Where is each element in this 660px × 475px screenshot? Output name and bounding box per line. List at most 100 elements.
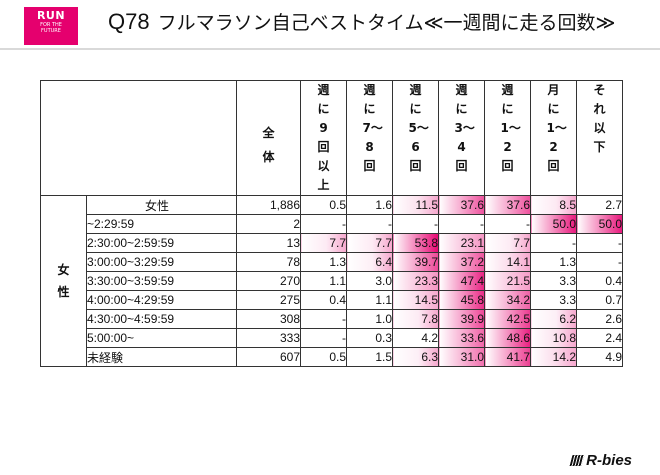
row-label: 4:30:00~4:59:59 xyxy=(86,309,237,329)
row-total-count: 2 xyxy=(236,214,301,234)
percent-cell: - xyxy=(392,214,439,234)
percent-cell: 0.7 xyxy=(576,290,623,310)
table-row: 未経験 607 0.5 1.5 6.3 31.0 41.7 14.2 4.9 xyxy=(41,347,623,367)
percent-cell: 1.3 xyxy=(530,252,577,272)
row-label: ~2:29:59 xyxy=(86,214,237,234)
question-title: フルマラソン自己ベストタイム≪一週間に走る回数≫ xyxy=(157,12,616,34)
percent-cell: 6.2 xyxy=(530,309,577,329)
row-total-count: 607 xyxy=(236,347,301,367)
table-row: 3:30:00~3:59:59 270 1.1 3.0 23.3 47.4 21.5 3.3 0… xyxy=(41,271,623,291)
percent-cell: 31.0 xyxy=(438,347,485,367)
table-row: 5:00:00~ 333-0.3 4.2 33.6 48.6 10.8 2.4 xyxy=(41,328,623,348)
column-header-total: 全体 xyxy=(236,80,301,196)
percent-cell: 2.4 xyxy=(576,328,623,348)
logo-line-2: FOR THE xyxy=(40,22,62,28)
percent-cell: 42.5 xyxy=(484,309,531,329)
percent-cell: 50.0 xyxy=(576,214,623,234)
percent-cell: 39.9 xyxy=(438,309,485,329)
percent-cell: 45.8 xyxy=(438,290,485,310)
percent-cell: - xyxy=(300,309,347,329)
row-label: 女性 xyxy=(86,195,237,215)
header-divider xyxy=(0,48,660,50)
percent-cell: 7.8 xyxy=(392,309,439,329)
percent-cell: 23.3 xyxy=(392,271,439,291)
column-header-1-2-month: 月に1〜2回 xyxy=(530,80,577,196)
row-total-count: 78 xyxy=(236,252,301,272)
percent-cell: 2.6 xyxy=(576,309,623,329)
percent-cell: - xyxy=(438,214,485,234)
row-total-count: 1,886 xyxy=(236,195,301,215)
percent-cell: 6.3 xyxy=(392,347,439,367)
percent-cell: 37.6 xyxy=(484,195,531,215)
column-header-row: 全体 週に9回以上 週に7〜8回 週に5〜6回 週に3〜4回 週に1〜2回 月に… xyxy=(40,80,623,196)
percent-cell: - xyxy=(346,214,393,234)
percent-cell: 21.5 xyxy=(484,271,531,291)
percent-cell: - xyxy=(300,328,347,348)
row-label: 3:30:00~3:59:59 xyxy=(86,271,237,291)
percent-cell: 53.8 xyxy=(392,233,439,253)
r-bies-logo: R-bies xyxy=(569,452,632,469)
percent-cell: 4.9 xyxy=(576,347,623,367)
percent-cell: 34.2 xyxy=(484,290,531,310)
percent-cell: 1.0 xyxy=(346,309,393,329)
column-header-3-4-week: 週に3〜4回 xyxy=(438,80,485,196)
row-total-count: 308 xyxy=(236,309,301,329)
header-blank-cell xyxy=(40,80,237,196)
page-title: Q78 フルマラソン自己ベストタイム≪一週間に走る回数≫ xyxy=(108,8,615,35)
percent-cell: 3.0 xyxy=(346,271,393,291)
row-total-count: 270 xyxy=(236,271,301,291)
table-row: 4:30:00~4:59:59 308-1.0 7.8 39.9 42.5 6.2 2.6 xyxy=(41,309,623,329)
percent-cell: 0.4 xyxy=(576,271,623,291)
percent-cell: 1.6 xyxy=(346,195,393,215)
question-number: Q78 xyxy=(108,9,150,34)
percent-cell: 1.5 xyxy=(346,347,393,367)
percent-cell: 0.3 xyxy=(346,328,393,348)
percent-cell: 7.7 xyxy=(346,233,393,253)
percent-cell: 0.5 xyxy=(300,195,347,215)
percent-cell: 23.1 xyxy=(438,233,485,253)
percent-cell: 50.0 xyxy=(530,214,577,234)
percent-cell: 0.5 xyxy=(300,347,347,367)
results-table: 全体 週に9回以上 週に7〜8回 週に5〜6回 週に3〜4回 週に1〜2回 月に… xyxy=(40,80,623,367)
table-row: 2:30:00~2:59:59 13 7.7 7.7 53.8 23.1 7.7- - xyxy=(41,233,623,253)
run-for-the-future-logo: RUN FOR THE FUTURE xyxy=(24,7,78,45)
r-bies-bars-icon xyxy=(569,455,585,466)
row-label: 2:30:00~2:59:59 xyxy=(86,233,237,253)
column-header-5-6-week: 週に5〜6回 xyxy=(392,80,439,196)
percent-cell: 3.3 xyxy=(530,290,577,310)
percent-cell: 1.3 xyxy=(300,252,347,272)
percent-cell: 3.3 xyxy=(530,271,577,291)
percent-cell: 41.7 xyxy=(484,347,531,367)
logo-line-3: FUTURE xyxy=(41,28,61,34)
row-total-count: 333 xyxy=(236,328,301,348)
percent-cell: 6.4 xyxy=(346,252,393,272)
column-header-less: それ以下 xyxy=(576,80,623,196)
percent-cell: 14.1 xyxy=(484,252,531,272)
percent-cell: 2.7 xyxy=(576,195,623,215)
row-total-count: 275 xyxy=(236,290,301,310)
table-row: 女性 女性 1,886 0.5 1.6 11.5 37.6 37.6 8.5 2.7 xyxy=(40,195,623,367)
row-label: 5:00:00~ xyxy=(86,328,237,348)
percent-cell: 11.5 xyxy=(392,195,439,215)
column-header-1-2-week: 週に1〜2回 xyxy=(484,80,531,196)
percent-cell: 7.7 xyxy=(484,233,531,253)
column-header-7-8-week: 週に7〜8回 xyxy=(346,80,393,196)
percent-cell: - xyxy=(530,233,577,253)
logo-line-1: RUN xyxy=(36,9,66,22)
row-label: 3:00:00~3:29:59 xyxy=(86,252,237,272)
percent-cell: 1.1 xyxy=(346,290,393,310)
percent-cell: 37.2 xyxy=(438,252,485,272)
table-row: 4:00:00~4:29:59 275 0.4 1.1 14.5 45.8 34.2 3.3 0… xyxy=(41,290,623,310)
percent-cell: 39.7 xyxy=(392,252,439,272)
percent-cell: 47.4 xyxy=(438,271,485,291)
percent-cell: 8.5 xyxy=(530,195,577,215)
percent-cell: 14.2 xyxy=(530,347,577,367)
percent-cell: - xyxy=(576,233,623,253)
row-label: 4:00:00~4:29:59 xyxy=(86,290,237,310)
column-header-9plus-week: 週に9回以上 xyxy=(300,80,347,196)
percent-cell: - xyxy=(576,252,623,272)
table-row: 3:00:00~3:29:59 78 1.3 6.4 39.7 37.2 14.1 1.3- xyxy=(41,252,623,272)
row-total-count: 13 xyxy=(236,233,301,253)
percent-cell: 48.6 xyxy=(484,328,531,348)
percent-cell: 0.4 xyxy=(300,290,347,310)
